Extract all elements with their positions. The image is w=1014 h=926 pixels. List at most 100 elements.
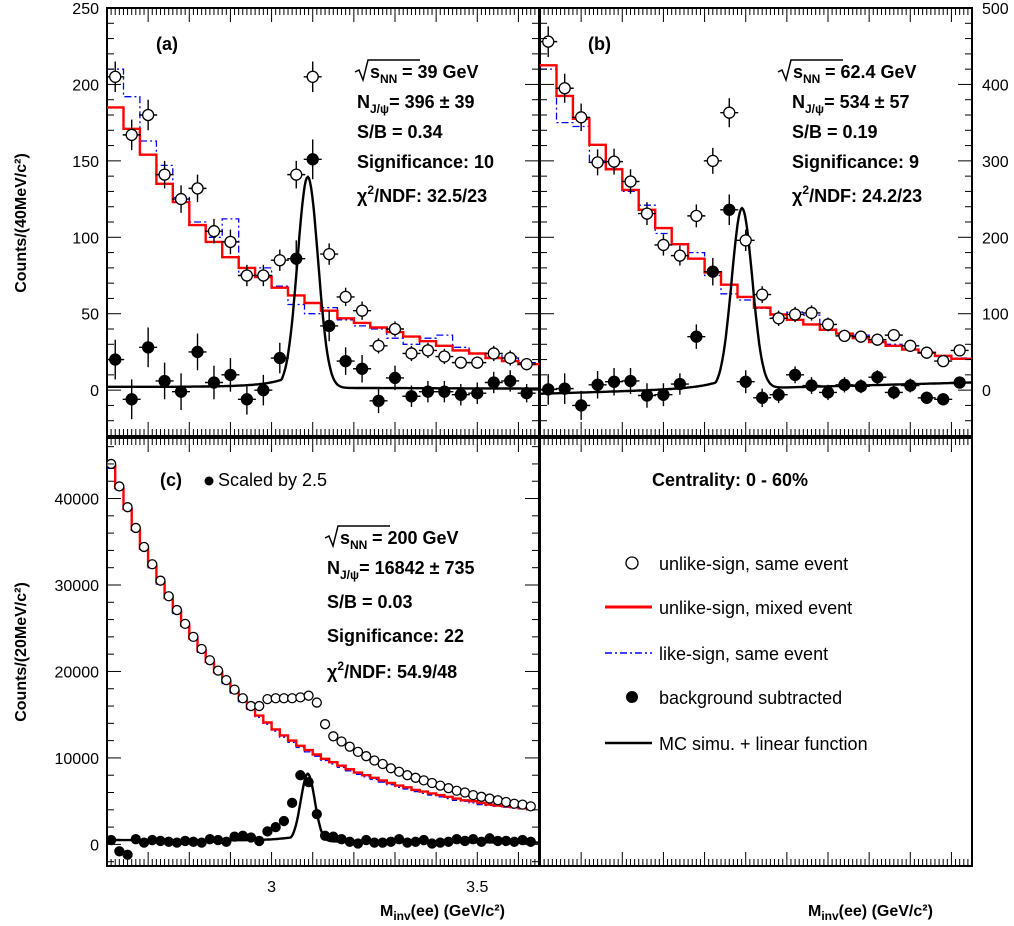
svg-text:sNN: sNN — [370, 62, 397, 86]
background-subtracted-point — [739, 375, 752, 388]
background-subtracted-point — [607, 375, 621, 388]
centrality-label: Centrality: 0 - 60% — [652, 470, 808, 490]
unlike-sign-same-event-point — [229, 684, 240, 695]
unlike-sign-same-event-point — [355, 304, 369, 317]
background-subtracted-point — [212, 834, 224, 846]
background-subtracted-point — [355, 362, 369, 375]
background-subtracted-point — [574, 399, 588, 412]
background-subtracted-point — [673, 377, 687, 391]
background-subtracted-point — [191, 345, 204, 359]
background-subtracted-point — [953, 376, 966, 389]
unlike-sign-same-event-point — [788, 308, 802, 321]
background-subtracted-point — [657, 388, 670, 401]
background-subtracted-point — [388, 371, 402, 385]
unlike-sign-same-event-point — [504, 351, 517, 365]
panel-b-plot — [540, 26, 972, 420]
unlike-sign-same-event-point — [339, 290, 352, 304]
unlike-sign-same-event-point — [542, 35, 555, 48]
background-subtracted-point — [542, 383, 555, 396]
background-subtracted-point — [141, 341, 155, 354]
unlike-sign-same-event-point — [352, 746, 364, 758]
unlike-sign-same-event-point — [240, 269, 254, 282]
y-tick-label: 100 — [982, 307, 1009, 324]
x-tick-label: 3.5 — [466, 879, 488, 896]
background-subtracted-point — [278, 815, 290, 827]
background-subtracted-point — [520, 387, 533, 400]
unlike-sign-same-event-point — [257, 269, 270, 282]
x-axis-label-right: Minv(ee) (GeV/c²) — [808, 903, 933, 923]
background-subtracted-point — [262, 826, 273, 837]
unlike-sign-same-event-point — [607, 155, 621, 168]
background-subtracted-point — [937, 393, 950, 406]
background-subtracted-point — [180, 835, 191, 847]
legend-filled-circle-icon — [626, 691, 638, 703]
svg-text:= 62.4 GeV: = 62.4 GeV — [825, 62, 917, 82]
unlike-sign-same-event-point — [937, 354, 950, 368]
unlike-sign-same-event-point — [421, 344, 435, 357]
y-tick-label: 0 — [982, 383, 991, 400]
background-subtracted-point — [306, 153, 319, 166]
unlike-sign-same-event-point — [174, 192, 188, 206]
unlike-sign-same-event-point — [756, 288, 769, 301]
y-tick-label: 40000 — [55, 492, 100, 509]
panel-b-label: (b) — [588, 34, 611, 54]
x-tick-label: 3 — [267, 879, 276, 896]
panel-a-chi2: χ2/NDF: 32.5/23 — [357, 183, 487, 206]
background-subtracted-point — [500, 835, 512, 847]
panel-c-chi2: χ2/NDF: 54.9/48 — [327, 659, 457, 682]
unlike-sign-same-event-point — [188, 631, 199, 643]
background-subtracted-point — [221, 836, 232, 847]
svg-text:sNN: sNN — [340, 528, 367, 552]
unlike-sign-same-event-point — [207, 225, 221, 238]
unlike-sign-same-event-point — [517, 799, 528, 810]
scaled-marker — [204, 476, 214, 486]
background-subtracted-point — [772, 388, 785, 401]
unlike-sign-same-event-point — [180, 618, 191, 630]
background-subtracted-point — [525, 836, 536, 847]
background-subtracted-point — [487, 376, 500, 389]
legend-item-mc-fit: MC simu. + linear function — [659, 734, 868, 754]
unlike-sign-same-event-point — [509, 798, 520, 809]
unlike-sign-same-event-point — [306, 70, 319, 83]
unlike-sign-same-event-point — [739, 234, 752, 247]
background-subtracted-point — [558, 382, 571, 395]
unlike-sign-same-event-point — [125, 128, 138, 142]
background-subtracted-point — [435, 837, 446, 848]
unlike-sign-same-event-point — [451, 785, 462, 796]
background-subtracted-point — [319, 830, 331, 841]
unlike-sign-same-event-point — [388, 322, 402, 336]
unlike-sign-same-event-point — [673, 249, 687, 262]
y-axis-label-bottom: Counts/(20MeV/c²) — [13, 582, 30, 722]
background-subtracted-point — [257, 383, 270, 397]
background-subtracted-point — [854, 380, 868, 393]
panel-a-energy: sNN = 39 GeV — [354, 59, 479, 86]
background-subtracted-point — [125, 393, 138, 406]
unlike-sign-same-event-point — [138, 541, 150, 553]
svg-text:= 39 GeV: = 39 GeV — [402, 62, 479, 82]
unlike-sign-same-event-point — [221, 674, 232, 686]
background-subtracted-point — [624, 374, 637, 388]
unlike-sign-same-event-point — [344, 741, 355, 752]
unlike-sign-same-event-point — [476, 791, 487, 802]
background-subtracted-point — [920, 391, 933, 404]
unlike-sign-same-event-point — [657, 238, 670, 252]
unlike-sign-same-event-point — [492, 795, 504, 806]
svg-text:= 200 GeV: = 200 GeV — [372, 528, 459, 548]
unlike-sign-same-event-point — [196, 643, 207, 655]
panel-a-njpsi: NJ/ψ= 396 ± 39 — [357, 92, 475, 116]
legend-item-unlike-same: unlike-sign, same event — [659, 554, 848, 574]
unlike-sign-same-event-point — [887, 328, 900, 342]
unlike-sign-same-event-point — [454, 356, 467, 369]
unlike-sign-same-event-point — [114, 481, 125, 492]
unlike-sign-same-event-point — [286, 693, 298, 704]
panel-c-energy: sNN = 200 GeV — [324, 525, 459, 552]
background-subtracted-point — [805, 379, 818, 392]
unlike-sign-same-event-point — [574, 111, 588, 124]
unlike-sign-same-event-point — [690, 209, 703, 223]
background-subtracted-point — [788, 368, 802, 382]
unlike-sign-same-event-point — [468, 789, 479, 801]
panel-a-significance: Significance: 10 — [357, 152, 494, 172]
unlike-sign-same-event-point — [525, 801, 536, 812]
background-subtracted-point — [723, 203, 736, 216]
background-subtracted-point — [122, 849, 133, 860]
